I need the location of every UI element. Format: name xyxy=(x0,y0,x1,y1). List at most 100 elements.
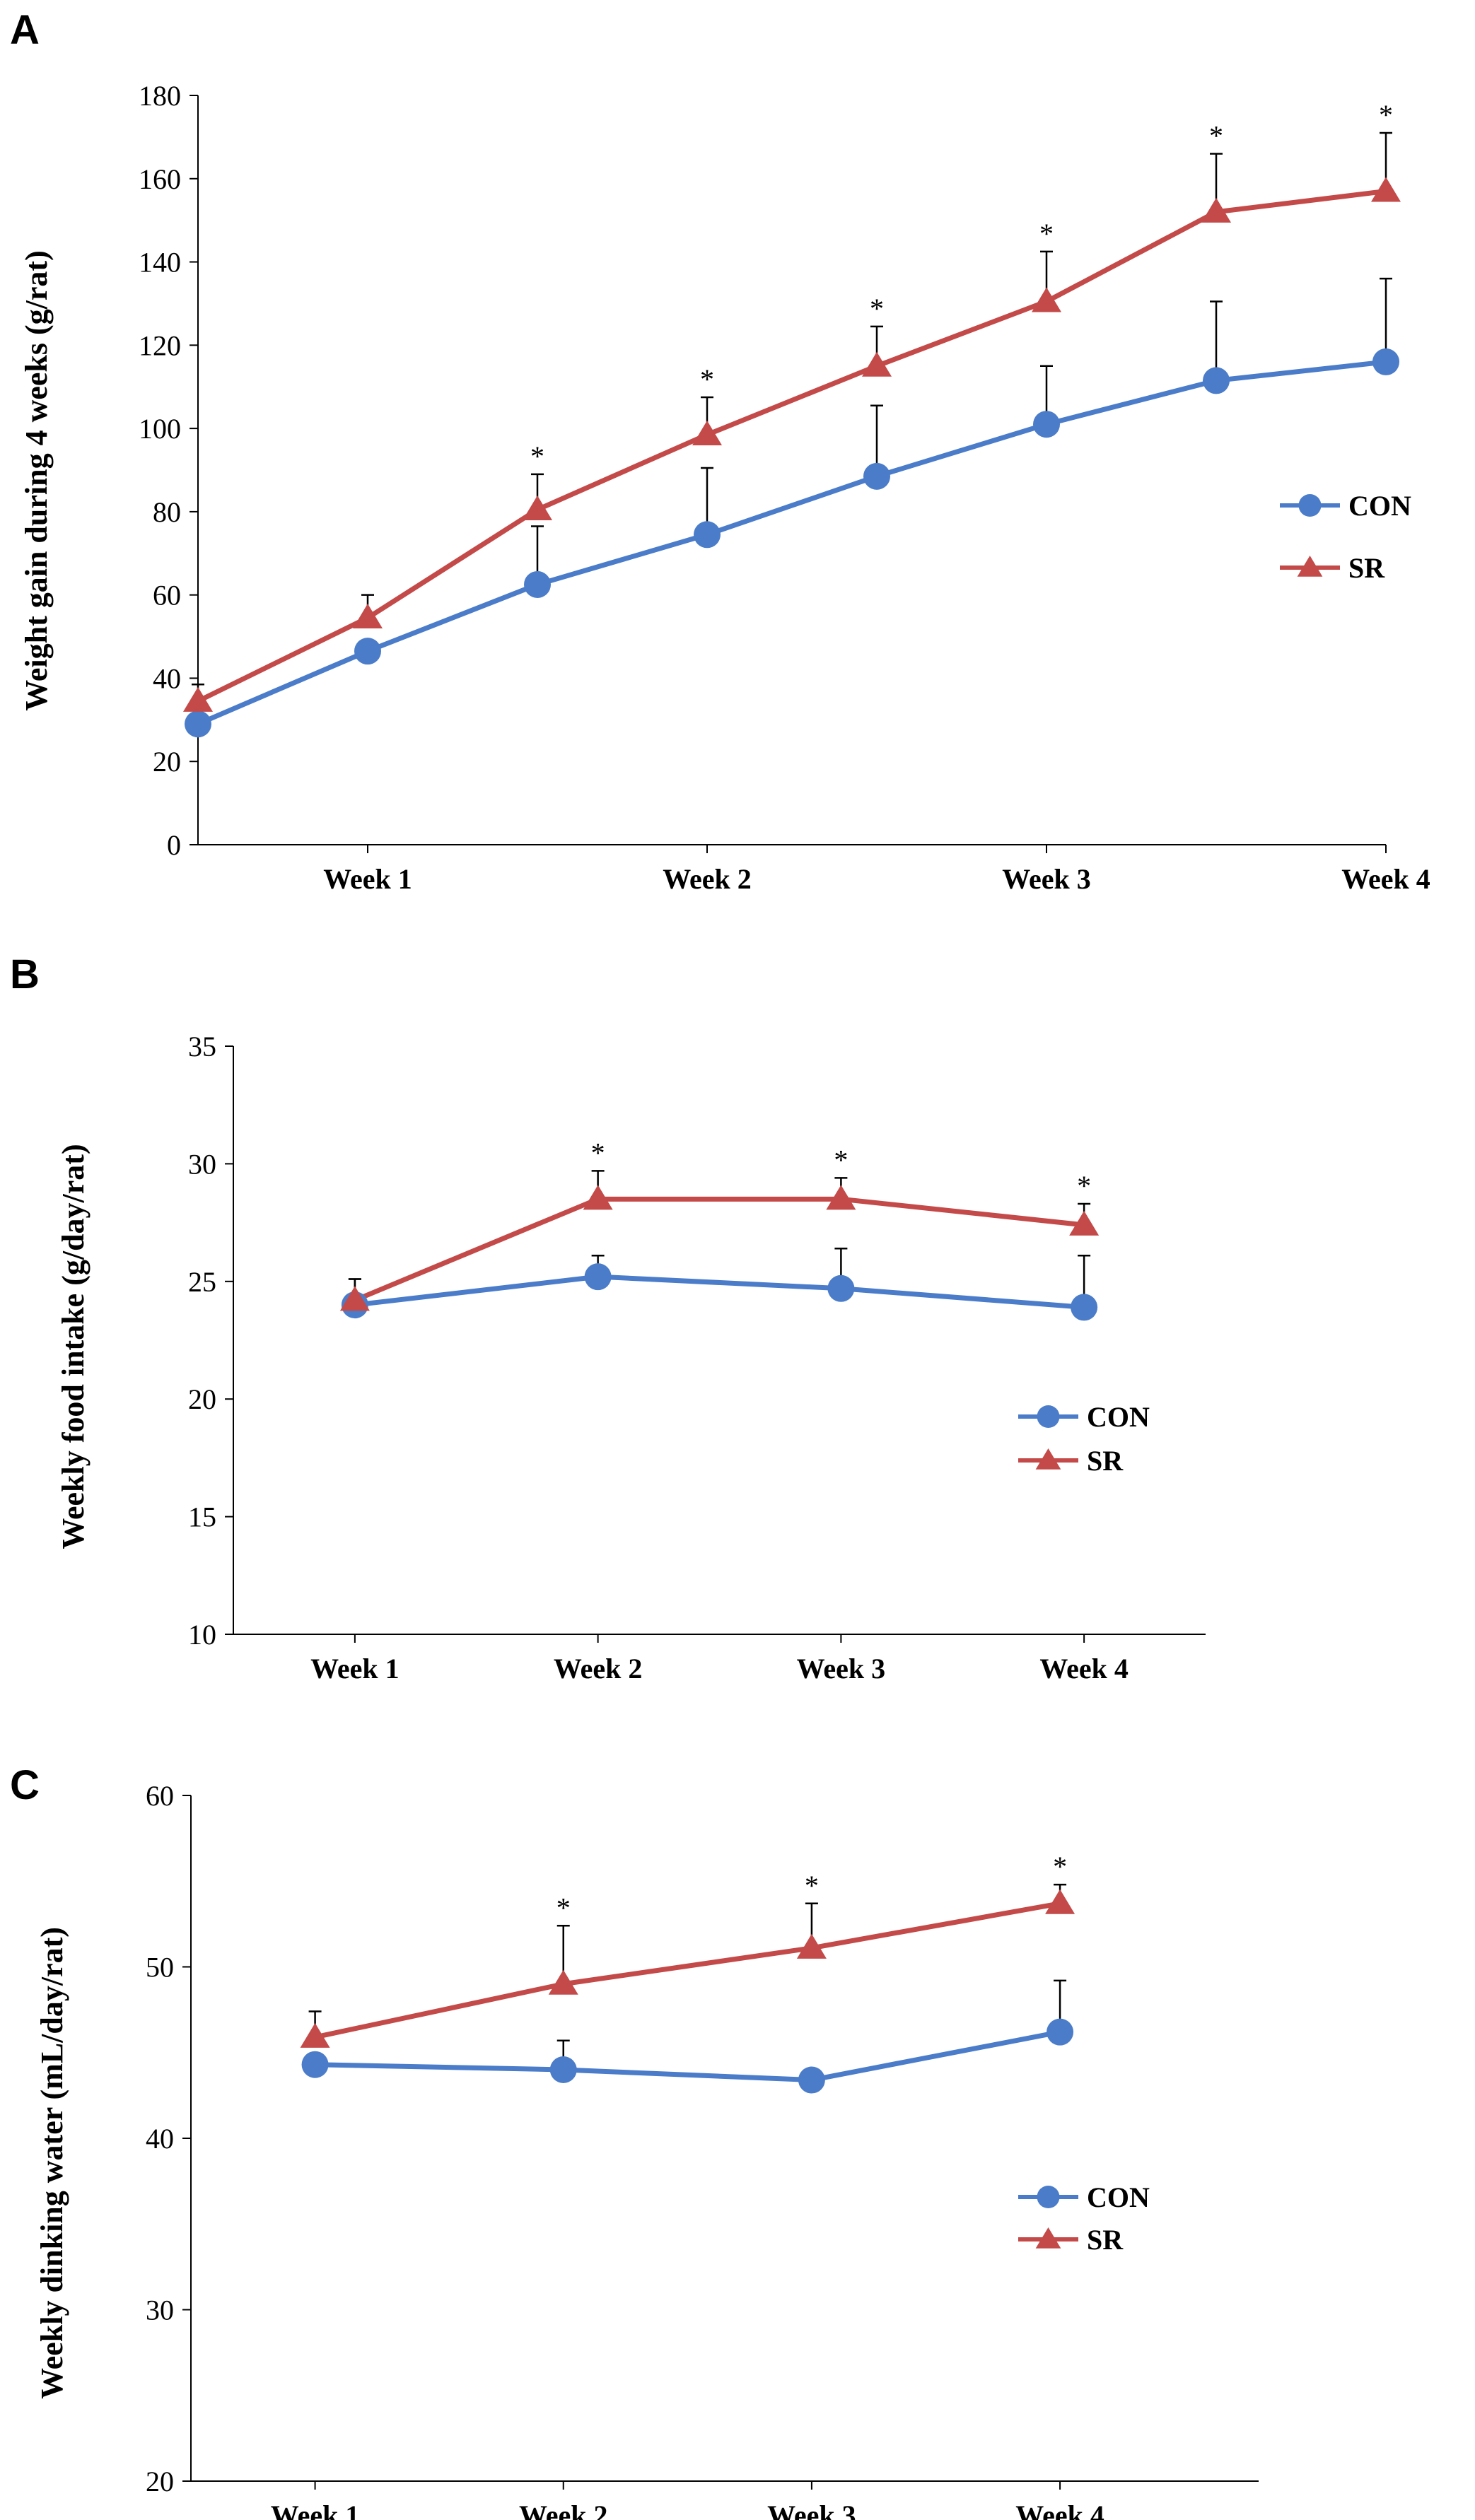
panel-c-con-point xyxy=(549,2056,577,2083)
panel-b-significance-star: * xyxy=(834,1144,848,1176)
legend-sr-label: SR xyxy=(1348,552,1385,584)
panel-b-y-axis-title: Weekly food intake (g/day/rat) xyxy=(56,1144,91,1549)
panel-a-sr-point xyxy=(1032,287,1061,312)
legend-sr-label: SR xyxy=(1087,2224,1124,2256)
legend-sr-marker xyxy=(1297,556,1323,577)
panel-a-con-point xyxy=(185,710,211,738)
panel-a-y-tick-label: 180 xyxy=(139,80,181,112)
legend-sr-marker xyxy=(1035,2227,1061,2249)
panel-c: C 20 30 40 50 60 Week 1 Week 2 Week 3 Week 4 * * *… xyxy=(10,1762,1259,2520)
panel-a-con-point xyxy=(1033,411,1060,438)
panel-b-x-tick-label: Week 4 xyxy=(1039,1653,1129,1684)
panel-b-con-point xyxy=(827,1274,855,1302)
panel-b-significance-star: * xyxy=(1077,1170,1091,1202)
panel-b-con-point xyxy=(584,1263,612,1291)
panel-c-y-tick-label: 50 xyxy=(146,1952,174,1983)
panel-b-y-tick-label: 15 xyxy=(188,1501,216,1533)
panel-a-sr-point xyxy=(692,420,722,445)
panel-c-con-point xyxy=(798,2066,825,2094)
panel-a-y-tick-label: 100 xyxy=(139,413,181,445)
panel-a-y-axis-title: Weight gain during 4 weeks (g/rat) xyxy=(19,250,54,710)
panel-a-con-point xyxy=(524,570,551,598)
legend-con-label: CON xyxy=(1087,2181,1150,2213)
panel-b-sr-point xyxy=(583,1185,613,1210)
panel-b-significance-star: * xyxy=(591,1137,605,1168)
panel-b-sr-line xyxy=(354,1196,1085,1303)
panel-b-sr-point xyxy=(826,1185,856,1210)
panel-c-y-tick-label: 20 xyxy=(146,2466,174,2497)
panel-c-sr-point xyxy=(300,2022,330,2048)
panel-a-sr-line xyxy=(197,188,1387,703)
panel-a-significance-star: * xyxy=(530,440,544,472)
panel-a-x-tick-label: Week 2 xyxy=(663,863,752,895)
panel-a-significance-star: * xyxy=(700,363,714,395)
panel-b-con-line xyxy=(354,1274,1085,1310)
panel-c-con-point xyxy=(301,2051,329,2078)
panel-a-y-tick-label: 80 xyxy=(153,496,181,528)
panel-b: B 10 15 20 25 30 35 Week 1 Week 2 Week 3 Week 4 *… xyxy=(10,951,1206,1684)
panel-b-y-tick-label: 30 xyxy=(188,1148,216,1180)
panel-b-x-tick-label: Week 3 xyxy=(797,1653,886,1684)
panel-c-x-tick-label: Week 1 xyxy=(271,2500,360,2520)
legend-sr-label: SR xyxy=(1087,1445,1124,1477)
panel-a-y-tick-label: 60 xyxy=(153,580,181,611)
panel-b-y-tick-label: 10 xyxy=(188,1619,216,1651)
panel-c-sr-point xyxy=(548,1969,578,1995)
panel-a-sr-point xyxy=(862,351,892,377)
legend-con-label: CON xyxy=(1348,490,1411,522)
panel-a-con-point xyxy=(694,521,721,549)
panel-b-sr-point xyxy=(1069,1210,1100,1236)
panel-a-con-point xyxy=(1203,367,1230,394)
panel-a-sr-point xyxy=(1371,177,1401,202)
panel-a: A 0 20 40 60 80 100 120 140 160 180 Week 1 Week 2 We… xyxy=(10,7,1430,895)
panel-a-x-tick-label: Week 3 xyxy=(1002,863,1091,895)
panel-a-significance-star: * xyxy=(1379,99,1393,131)
panel-c-y-tick-label: 60 xyxy=(146,1780,174,1812)
panel-c-y-axis-title: Weekly dinking water (mL/day/rat) xyxy=(35,1927,69,2399)
panel-c-significance-star: * xyxy=(1053,1851,1067,1882)
panel-a-con-point xyxy=(1372,348,1399,375)
panel-c-sr-line xyxy=(314,1901,1061,2040)
legend-con-label: CON xyxy=(1087,1401,1150,1433)
legend-con-marker xyxy=(1037,1405,1060,1428)
panel-b-y-tick-label: 20 xyxy=(188,1383,216,1415)
panel-a-sr-point xyxy=(183,686,213,712)
panel-c-con-point xyxy=(1047,2018,1074,2046)
panel-b-y-tick-label: 35 xyxy=(188,1031,216,1062)
panel-a-letter: A xyxy=(10,7,40,53)
panel-a-y-tick-label: 0 xyxy=(167,829,181,861)
panel-a-sr-point xyxy=(523,495,552,520)
panel-c-con-line xyxy=(315,2029,1061,2083)
panel-a-significance-star: * xyxy=(1209,119,1223,151)
panel-a-x-tick-label: Week 4 xyxy=(1341,863,1430,895)
panel-c-y-tick-label: 30 xyxy=(146,2295,174,2326)
panel-a-sr-point xyxy=(353,604,383,629)
panel-c-sr-point xyxy=(796,1933,827,1959)
panel-a-significance-star: * xyxy=(870,293,884,324)
legend-con-marker xyxy=(1037,2186,1060,2208)
legend-sr-marker xyxy=(1035,1448,1061,1470)
panel-a-sr-point xyxy=(1201,197,1231,223)
legend-con-marker xyxy=(1298,494,1322,517)
panel-a-y-tick-label: 140 xyxy=(139,247,181,279)
panel-a-y-tick-label: 160 xyxy=(139,163,181,195)
panel-a-significance-star: * xyxy=(1039,218,1054,250)
panel-a-y-tick-label: 20 xyxy=(153,746,181,778)
panel-c-x-tick-label: Week 3 xyxy=(767,2500,856,2520)
panel-a-x-tick-label: Week 1 xyxy=(323,863,412,895)
panel-a-con-point xyxy=(354,638,381,665)
panel-c-sr-point xyxy=(1045,1889,1075,1914)
panel-b-x-tick-label: Week 2 xyxy=(554,1653,643,1684)
panel-b-con-point xyxy=(1071,1294,1098,1321)
panel-a-con-point xyxy=(863,462,890,490)
panel-b-sr-point xyxy=(339,1286,370,1311)
panel-c-significance-star: * xyxy=(805,1870,819,1901)
panel-b-x-tick-label: Week 1 xyxy=(310,1653,400,1684)
panel-c-y-tick-label: 40 xyxy=(146,2123,174,2155)
panel-c-letter: C xyxy=(10,1762,40,1808)
panel-a-con-line xyxy=(197,359,1387,727)
panel-b-letter: B xyxy=(10,951,40,997)
panel-c-x-tick-label: Week 4 xyxy=(1015,2500,1104,2520)
panel-c-significance-star: * xyxy=(556,1892,571,1923)
